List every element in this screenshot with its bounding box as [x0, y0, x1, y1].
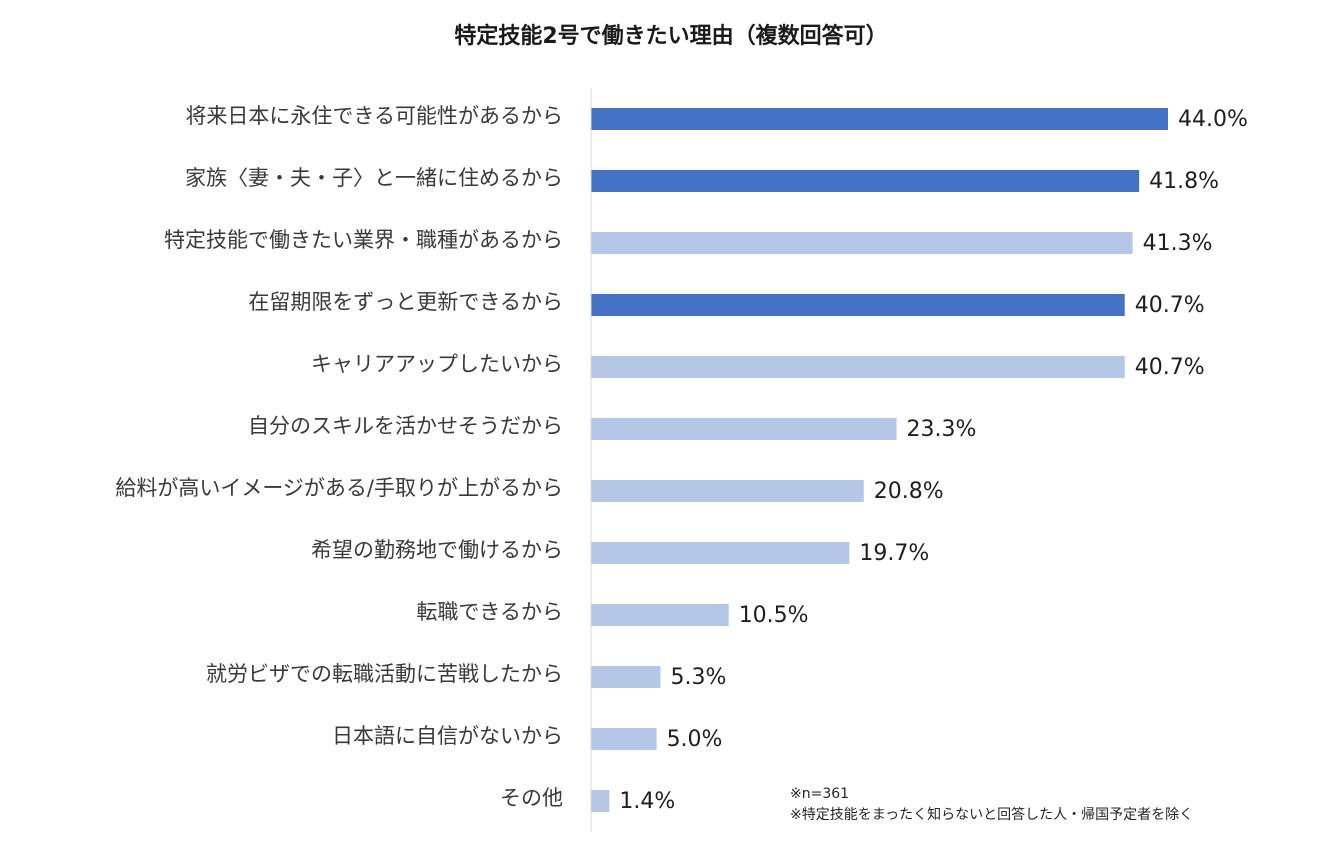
bar	[591, 418, 897, 440]
bar	[591, 480, 864, 502]
category-label: 家族〈妻・夫・子〉と一緒に住めるから	[185, 166, 563, 190]
value-label: 5.0%	[667, 727, 723, 752]
bar	[591, 356, 1125, 378]
category-label: 転職できるから	[416, 600, 563, 624]
value-label: 44.0%	[1178, 107, 1248, 132]
bar	[591, 108, 1168, 130]
bar	[591, 666, 661, 688]
value-label: 5.3%	[671, 665, 727, 690]
bar	[591, 728, 657, 750]
category-label: 将来日本に永住できる可能性があるから	[185, 104, 563, 128]
bar	[591, 542, 850, 564]
value-label: 41.3%	[1143, 231, 1213, 256]
category-label: その他	[500, 786, 563, 810]
sample-size-note: ※n=361	[790, 786, 850, 802]
value-label: 40.7%	[1135, 355, 1205, 380]
chart-title: 特定技能2号で働きたい理由（複数回答可）	[454, 24, 888, 49]
value-label: 23.3%	[907, 417, 977, 442]
category-label: キャリアアップしたいから	[311, 352, 563, 376]
value-label: 41.8%	[1149, 169, 1219, 194]
value-label: 40.7%	[1135, 293, 1205, 318]
bars	[591, 108, 1168, 812]
category-label: 自分のスキルを活かせそうだから	[248, 414, 563, 438]
value-label: 1.4%	[619, 789, 675, 814]
bar	[591, 790, 610, 812]
bar	[591, 604, 729, 626]
category-labels: 将来日本に永住できる可能性があるから家族〈妻・夫・子〉と一緒に住めるから特定技能…	[115, 104, 563, 810]
value-label: 19.7%	[859, 541, 929, 566]
bar	[591, 170, 1140, 192]
category-label: 特定技能で働きたい業界・職種があるから	[164, 228, 563, 252]
value-labels: 44.0% 41.8% 41.3% 40.7% 40.7% 23.3% 20.8% 19.7%…	[619, 107, 1248, 814]
category-label: 給料が高いイメージがある/手取りが上がるから	[115, 476, 563, 500]
category-label: 希望の勤務地で働けるから	[311, 538, 563, 562]
exclusion-note: ※特定技能をまったく知らないと回答した人・帰国予定者を除く	[790, 807, 1194, 823]
category-label: 在留期限をずっと更新できるから	[248, 290, 563, 314]
category-label: 就労ビザでの転職活動に苦戦したから	[206, 662, 563, 686]
category-label: 日本語に自信がないから	[332, 724, 563, 748]
bar	[591, 232, 1133, 254]
value-label: 10.5%	[739, 603, 809, 628]
bar	[591, 294, 1125, 316]
value-label: 20.8%	[874, 479, 944, 504]
